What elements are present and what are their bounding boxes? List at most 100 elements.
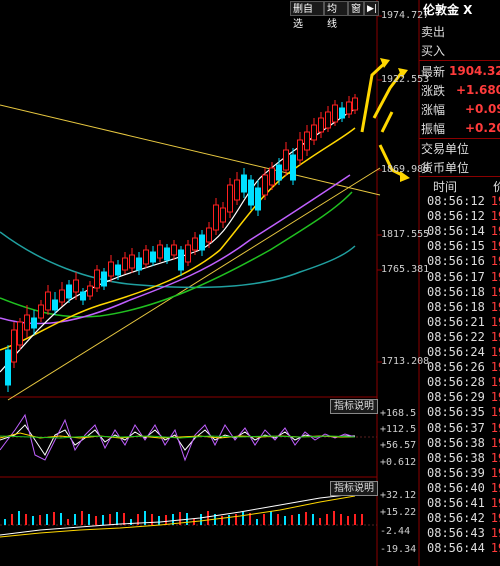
- ind1-scale-2: +112.5: [380, 424, 417, 435]
- tick-price: 190: [490, 239, 500, 254]
- indicator2-plot: [0, 493, 377, 538]
- candle-body: [206, 227, 212, 243]
- ind2-scale-3: -2.44: [380, 526, 411, 537]
- macd-bar: [256, 519, 258, 525]
- ind1-scale-1: +168.5: [380, 408, 417, 419]
- price-label-1: 1974.727: [381, 10, 430, 21]
- tick-time: 08:56:38: [427, 450, 485, 465]
- ma-long-line: [0, 231, 356, 289]
- latest-value: 1904.3200: [449, 64, 500, 78]
- tick-price: 190: [490, 269, 500, 284]
- tick-row: 08:56:17 190: [427, 270, 500, 284]
- macd-bar: [39, 515, 41, 525]
- tick-row: 08:56:14 190: [427, 224, 500, 238]
- macd-bar: [4, 519, 6, 525]
- candle-body: [108, 261, 114, 277]
- tick-price: 190: [490, 450, 500, 465]
- tick-price: 190: [490, 284, 500, 299]
- tick-row: 08:56:43 190: [427, 526, 500, 540]
- collapse-panel-button[interactable]: ▶|: [364, 1, 379, 16]
- tick-time: 08:56:35: [427, 405, 485, 420]
- tick-row: 08:56:22 190: [427, 330, 500, 344]
- tick-time: 08:56:18: [427, 284, 485, 299]
- macd-bar: [88, 514, 90, 525]
- candle-body: [157, 244, 163, 259]
- macd-bar: [305, 512, 307, 525]
- candle-body: [122, 257, 128, 271]
- macd-bar: [102, 515, 104, 525]
- tick-time: 08:56:40: [427, 480, 485, 495]
- candle-body: [199, 234, 205, 251]
- tick-price: 190: [490, 405, 500, 420]
- tick-time: 08:56:12: [427, 194, 485, 208]
- tick-row: 08:56:24 190: [427, 345, 500, 359]
- macd-bar: [137, 514, 139, 525]
- candle-body: [297, 139, 303, 161]
- candle-body: [311, 124, 317, 141]
- tick-time: 08:56:12: [427, 209, 485, 224]
- tick-row: 08:56:18 190: [427, 285, 500, 299]
- macd-bar: [165, 515, 167, 525]
- moving-average-button[interactable]: 均线: [324, 1, 348, 30]
- indicator2-help-button[interactable]: 指标说明: [330, 481, 378, 496]
- macd-bar: [151, 514, 153, 525]
- macd-bar: [67, 519, 69, 525]
- tick-price: 190: [490, 194, 500, 208]
- ind2-scale-2: +15.22: [380, 507, 417, 518]
- amplitude-label: 振幅: [421, 122, 446, 136]
- candle-body: [325, 111, 331, 129]
- macd-bar: [179, 512, 181, 525]
- macd-bar: [354, 514, 356, 525]
- change-value: +1.6802: [456, 83, 500, 97]
- macd-bar: [326, 514, 328, 525]
- tick-time: 08:56:28: [427, 375, 485, 390]
- tick-price: 190: [490, 375, 500, 390]
- macd-bar: [242, 512, 244, 525]
- candle-body: [227, 184, 233, 213]
- macd-bar: [95, 516, 97, 525]
- tick-price: 190: [490, 224, 500, 239]
- candle-body: [318, 117, 324, 133]
- tick-price: 190: [490, 299, 500, 314]
- tick-price: 190: [490, 360, 500, 375]
- window-button[interactable]: 窗: [348, 1, 364, 16]
- tick-time: 08:56:18: [427, 299, 485, 314]
- arrow-up-2-head: [398, 68, 408, 78]
- candle-body: [185, 244, 191, 263]
- macd-bar: [18, 511, 20, 525]
- macd-bar: [109, 514, 111, 525]
- macd-bar: [123, 513, 125, 525]
- indicator1-help-button[interactable]: 指标说明: [330, 399, 378, 414]
- tick-time: 08:56:29: [427, 390, 485, 405]
- price-axis-ticks: [377, 15, 382, 363]
- candle-body: [171, 244, 177, 256]
- tick-row: 08:56:40 190: [427, 481, 500, 495]
- candle-body: [24, 314, 30, 331]
- macd-bar: [11, 514, 13, 525]
- macd-bar: [228, 515, 230, 525]
- macd-bar: [130, 519, 132, 525]
- price-label-3: 1869.980: [381, 164, 430, 175]
- tick-row: 08:56:41 190: [427, 496, 500, 510]
- tick-row: 08:56:35 190: [427, 405, 500, 419]
- macd-bar: [319, 518, 321, 525]
- tick-row: 08:56:44 190: [427, 541, 500, 555]
- macd-bar: [277, 514, 279, 525]
- candle-body: [150, 251, 156, 263]
- candle-body: [304, 131, 310, 151]
- candle-body: [11, 329, 17, 363]
- macd-bar: [46, 514, 48, 525]
- macd-bar: [249, 513, 251, 525]
- candle-body: [339, 107, 345, 119]
- delete-favorite-button[interactable]: 删自选: [290, 1, 324, 30]
- sell-label: 卖出: [421, 25, 446, 39]
- macd-bar: [361, 514, 363, 525]
- candle-body: [5, 349, 11, 386]
- tick-price: 190: [490, 526, 500, 541]
- tick-time: 08:56:26: [427, 360, 485, 375]
- tick-time: 08:56:17: [427, 269, 485, 284]
- macd-bar: [235, 514, 237, 525]
- arrow-small: [380, 111, 394, 133]
- macd-bar: [207, 511, 209, 525]
- resistance-trend-line: [0, 104, 381, 196]
